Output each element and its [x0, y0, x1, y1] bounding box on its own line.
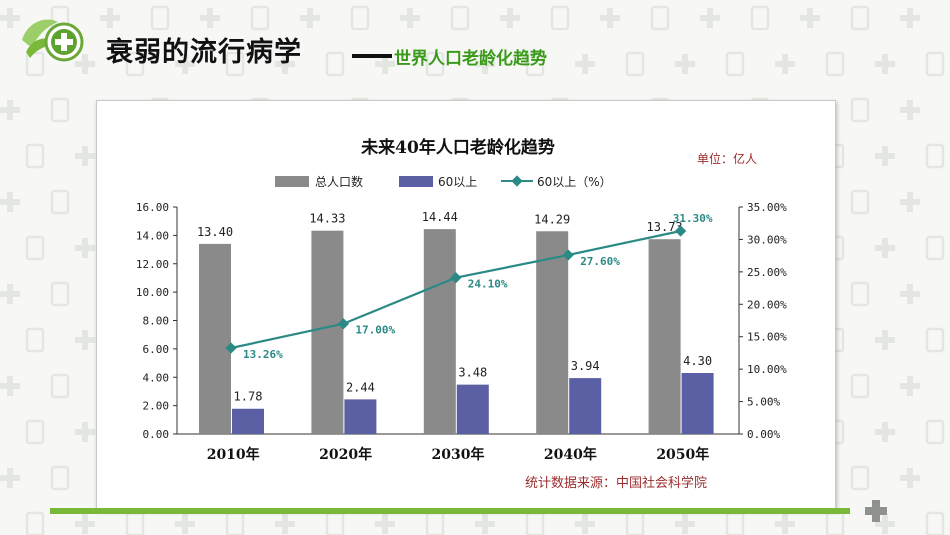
data-label-over60: 2.44 [346, 380, 375, 394]
data-label-over60-pct: 24.10% [468, 278, 508, 291]
chart: 未来40年人口老龄化趋势 单位：亿人 总人口数 60以上 60以上（%） 0.0… [136, 137, 787, 491]
y2-tick-label: 0.00% [747, 428, 780, 441]
y2-tick-label: 20.00% [747, 298, 787, 311]
data-label-over60: 4.30 [683, 354, 712, 368]
data-label-total: 13.73 [647, 220, 683, 234]
data-label-over60-pct: 27.60% [580, 255, 620, 268]
legend-label-pct: 60以上（%） [537, 175, 612, 189]
y-tick-label: 16.00 [136, 201, 169, 214]
bar-total-population [648, 239, 681, 434]
slide-subtitle: 世界人口老龄化趋势 [394, 49, 547, 69]
y-tick-label: 0.00 [143, 428, 170, 441]
data-label-total: 14.33 [309, 212, 345, 226]
y2-tick-label: 5.00% [747, 396, 780, 409]
y-tick-label: 10.00 [136, 286, 169, 299]
x-category-label: 2050年 [656, 446, 709, 463]
source-note: 统计数据来源：中国社会科学院 [525, 475, 707, 491]
legend-swatch-total [275, 176, 309, 187]
data-label-over60: 3.48 [458, 366, 487, 380]
data-label-over60-pct: 17.00% [355, 324, 395, 337]
y-tick-label: 4.00 [143, 371, 170, 384]
y-tick-label: 14.00 [136, 229, 169, 242]
data-label-total: 13.40 [197, 225, 233, 239]
y-tick-label: 12.00 [136, 258, 169, 271]
bar-over60 [456, 384, 489, 434]
data-label-over60: 3.94 [571, 359, 600, 373]
x-category-label: 2010年 [207, 446, 260, 463]
logo-icon [22, 19, 84, 62]
y2-tick-label: 15.00% [747, 331, 787, 344]
y2-tick-label: 10.00% [747, 363, 787, 376]
bar-total-population [199, 243, 231, 434]
data-label-over60-pct: 13.26% [243, 348, 283, 361]
slide-title: 衰弱的流行病学 [106, 37, 302, 68]
legend: 总人口数 60以上 60以上（%） [275, 174, 612, 189]
y-tick-label: 6.00 [143, 343, 170, 356]
data-label-total: 14.29 [534, 212, 570, 226]
legend-swatch-marker [511, 175, 523, 187]
line-point-over60-pct [562, 249, 574, 261]
y-tick-label: 2.00 [143, 400, 170, 413]
bar-over60 [232, 408, 264, 434]
bar-over60 [344, 399, 377, 434]
y2-tick-label: 25.00% [747, 266, 787, 279]
line-point-over60-pct [225, 342, 237, 354]
legend-label-total: 总人口数 [315, 174, 363, 189]
line-point-over60-pct [450, 272, 462, 284]
data-label-over60: 1.78 [234, 390, 263, 404]
y-tick-label: 8.00 [143, 315, 170, 328]
bar-total-population [423, 229, 456, 434]
unit-label: 单位：亿人 [697, 151, 757, 166]
legend-label-over60: 60以上 [438, 175, 477, 189]
y2-tick-label: 35.00% [747, 201, 787, 214]
data-label-total: 14.44 [422, 210, 458, 224]
plus-icon [865, 500, 887, 522]
line-point-over60-pct [337, 318, 350, 330]
chart-title: 未来40年人口老龄化趋势 [360, 137, 555, 158]
footer-line [50, 508, 850, 514]
x-category-label: 2040年 [544, 446, 597, 463]
chart-frame: 未来40年人口老龄化趋势 单位：亿人 总人口数 60以上 60以上（%） 0.0… [96, 100, 836, 510]
bar-total-population [311, 230, 344, 434]
bar-over60 [681, 372, 714, 434]
x-category-label: 2030年 [432, 446, 485, 463]
legend-swatch-over60 [399, 176, 433, 187]
bar-over60 [569, 378, 602, 434]
x-category-label: 2020年 [319, 446, 372, 463]
data-label-over60-pct: 31.30% [673, 212, 713, 225]
title-dash [352, 54, 392, 58]
bar-total-population [536, 231, 569, 434]
y2-tick-label: 30.00% [747, 233, 787, 246]
